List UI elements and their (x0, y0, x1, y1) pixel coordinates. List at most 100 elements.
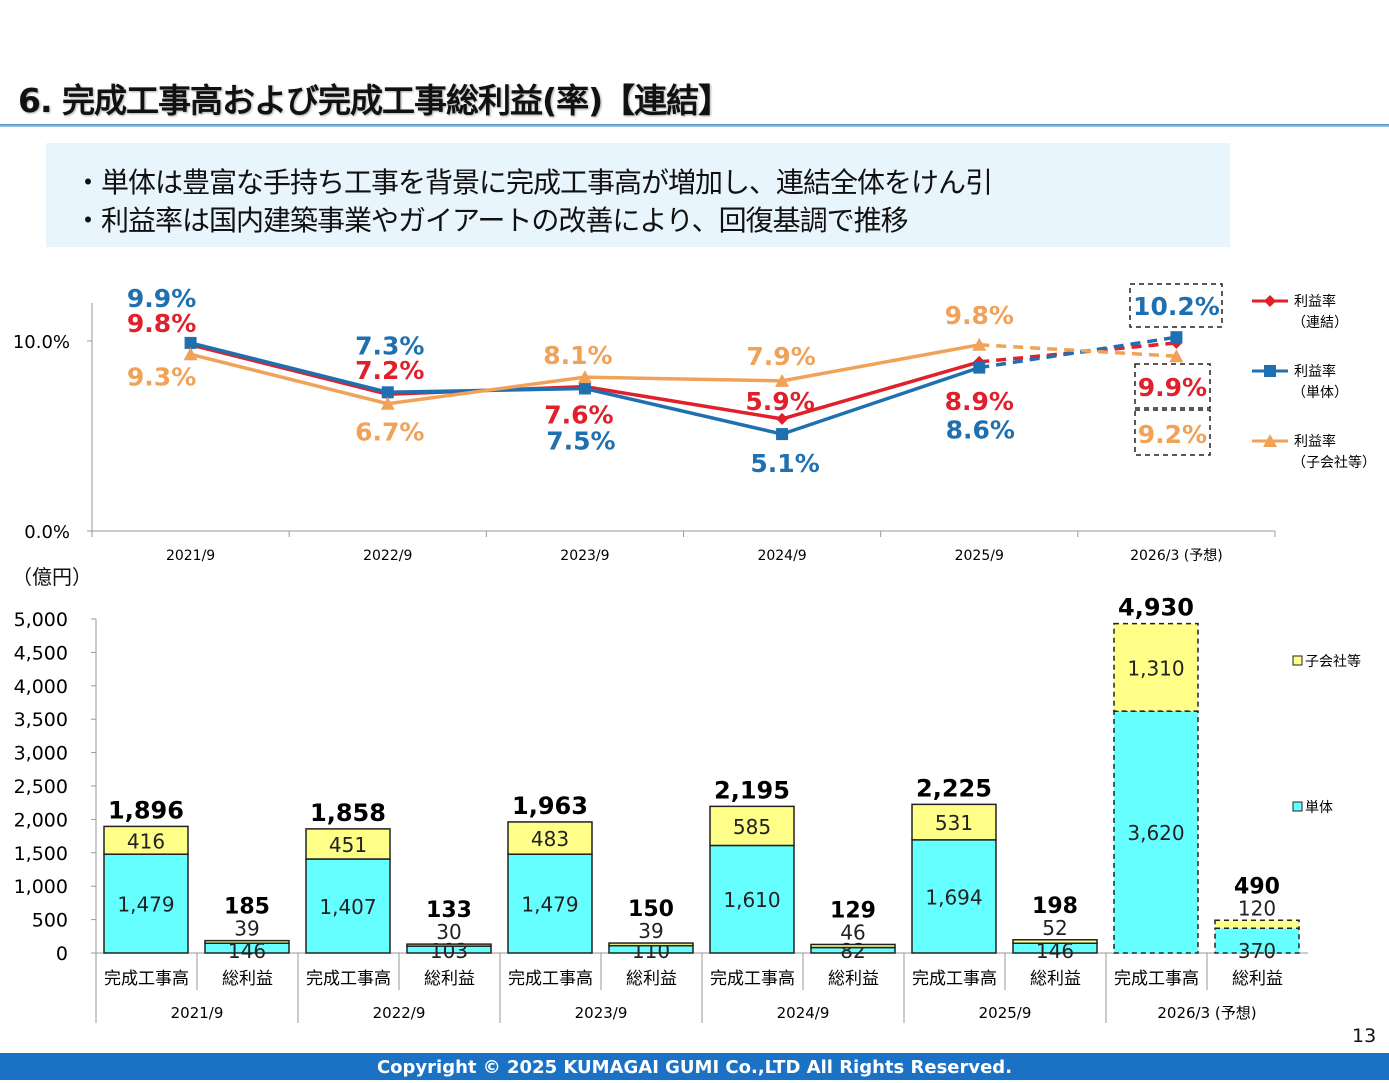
data-point (1169, 349, 1184, 363)
forecast-label-box (1134, 409, 1211, 456)
data-label: 10.2% (1133, 292, 1220, 321)
bar-segment (507, 853, 593, 954)
x-tick-label: 2022/9 (363, 548, 412, 564)
y-tick-label: 10.0% (13, 332, 70, 353)
data-point (775, 373, 790, 387)
subcategory-label: 総利益 (424, 969, 475, 989)
bar-value-label: 1,479 (117, 893, 174, 917)
data-label: 7.5% (546, 427, 615, 456)
data-label: 8.6% (946, 416, 1015, 445)
data-label: 6.7% (355, 418, 424, 447)
legend-marker (1264, 365, 1276, 377)
bar-total-label: 4,930 (1118, 594, 1194, 622)
y-tick-label: 1,000 (14, 876, 68, 898)
page-number: 13 (1352, 1025, 1377, 1047)
bar-segment (406, 943, 492, 947)
data-point (381, 386, 394, 399)
data-label: 7.6% (544, 401, 613, 430)
group-label: 2022/9 (373, 1004, 426, 1022)
bar-value-label: 585 (733, 815, 771, 839)
bar-value-label: 82 (840, 939, 865, 963)
bar-segment (103, 853, 189, 954)
legend-label: 単体 (1305, 800, 1333, 816)
title-divider (0, 124, 1389, 127)
data-label: 9.3% (127, 362, 196, 391)
subcategory-label: 完成工事高 (1114, 969, 1199, 989)
subcategory-label: 総利益 (1030, 969, 1081, 989)
y-tick-label: 1,500 (14, 843, 68, 865)
legend-marker (1263, 434, 1277, 447)
line-forecast-segment (978, 335, 1177, 370)
bar-chart-unit: （億円） (12, 565, 92, 589)
legend-label: 子会社等 (1305, 653, 1361, 670)
line-forecast-segment (979, 341, 1177, 364)
x-tick-label: 2021/9 (166, 548, 215, 564)
summary-bullet: ・単体は豊富な手持ち工事を背景に完成工事高が増加し、連結全体をけん引 (74, 166, 993, 199)
bar-total-label: 1,963 (512, 792, 588, 820)
data-label: 7.2% (355, 356, 424, 385)
bar-value-label: 1,610 (723, 888, 780, 912)
bar-total-label: 1,858 (310, 799, 386, 827)
data-label: 8.1% (543, 341, 612, 370)
bar-segment (204, 939, 290, 944)
bar-total-label: 198 (1032, 894, 1078, 919)
bar-value-label: 30 (436, 920, 461, 944)
subcategory-label: 総利益 (828, 969, 879, 989)
data-label: 5.1% (750, 449, 819, 478)
y-tick-label: 4,000 (14, 676, 68, 698)
bar-segment (709, 844, 795, 954)
y-tick-label: 0 (56, 943, 68, 965)
bar-total-label: 185 (224, 895, 270, 920)
bar-segment (1214, 919, 1300, 930)
bar-value-label: 46 (840, 920, 865, 944)
bar-value-label: 1,407 (319, 895, 376, 919)
data-point (973, 361, 986, 374)
bar-total-label: 490 (1234, 874, 1280, 899)
y-tick-label: 2,000 (14, 809, 68, 831)
bar-segment (709, 805, 795, 847)
y-tick-label: 2,500 (14, 776, 68, 798)
bar-segment (810, 943, 896, 949)
bar-value-label: 103 (430, 939, 468, 963)
forecast-label-box (1134, 363, 1211, 409)
x-tick-label: 2026/3 (予想) (1130, 548, 1223, 564)
bar-value-label: 39 (638, 919, 663, 943)
y-tick-label: 500 (32, 910, 68, 932)
bar-segment (911, 839, 997, 954)
data-label: 5.9% (745, 387, 814, 416)
legend-label: （単体） (1292, 385, 1348, 401)
x-tick-label: 2025/9 (955, 548, 1004, 564)
bar-value-label: 451 (329, 833, 367, 857)
data-label: 9.8% (127, 309, 196, 338)
bar-total-label: 150 (628, 897, 674, 922)
data-point (776, 412, 789, 425)
bar-segment (1113, 710, 1199, 954)
bar-value-label: 531 (935, 811, 973, 835)
bar-value-label: 52 (1042, 916, 1067, 940)
bar-segment (305, 858, 391, 954)
bar-value-label: 39 (234, 917, 259, 941)
data-label: 9.9% (1138, 373, 1207, 402)
data-point (972, 337, 987, 351)
data-label: 7.9% (746, 342, 815, 371)
subcategory-label: 完成工事高 (710, 969, 795, 989)
data-point (776, 428, 789, 441)
legend-swatch (1292, 655, 1303, 666)
forecast-label-box (1129, 283, 1223, 328)
data-point (578, 382, 591, 395)
legend-label: 利益率 (1294, 363, 1336, 380)
group-label: 2025/9 (979, 1004, 1032, 1022)
bar-segment (507, 821, 593, 855)
bar-value-label: 1,479 (521, 893, 578, 917)
subcategory-label: 総利益 (222, 969, 273, 989)
bar-total-label: 129 (830, 898, 876, 923)
bar-total-label: 133 (426, 898, 472, 923)
data-point (183, 347, 198, 361)
legend-label: 利益率 (1294, 293, 1336, 310)
x-tick-label: 2023/9 (560, 548, 609, 564)
legend-label: 利益率 (1294, 433, 1336, 450)
data-label: 9.8% (945, 301, 1014, 330)
data-point (184, 336, 197, 349)
data-label: 9.2% (1138, 420, 1207, 449)
